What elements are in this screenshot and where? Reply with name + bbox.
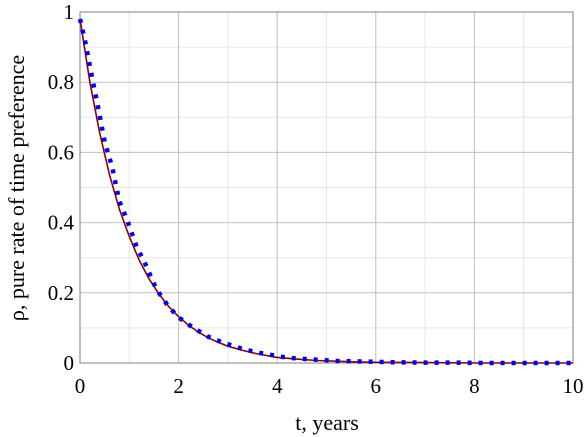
y-axis-ticks: 0 0.2 0.4 0.6 0.8 1	[48, 0, 75, 375]
minor-grid	[80, 12, 573, 363]
y-tick-label: 0	[64, 351, 75, 375]
plot-frame	[79, 11, 574, 364]
x-tick-label: 0	[75, 374, 86, 398]
y-tick-label: 0.8	[48, 70, 74, 94]
x-tick-label: 8	[469, 374, 480, 398]
major-grid	[80, 12, 573, 363]
y-tick-label: 0.4	[48, 211, 75, 235]
x-tick-label: 6	[371, 374, 382, 398]
x-tick-label: 4	[272, 374, 283, 398]
x-axis-label: t, years	[295, 410, 359, 435]
y-tick-label: 0.2	[48, 281, 74, 305]
x-tick-label: 10	[563, 374, 584, 398]
y-tick-label: 1	[64, 0, 75, 24]
series-layer	[77, 18, 573, 366]
y-axis-label: ρ, pure rate of time preference	[4, 55, 29, 321]
y-tick-label: 0.6	[48, 140, 74, 164]
x-tick-label: 2	[173, 374, 184, 398]
series-line-1	[79, 18, 573, 364]
series-line-2	[77, 18, 573, 366]
x-axis-ticks: 0 2 4 6 8 10	[75, 374, 584, 398]
